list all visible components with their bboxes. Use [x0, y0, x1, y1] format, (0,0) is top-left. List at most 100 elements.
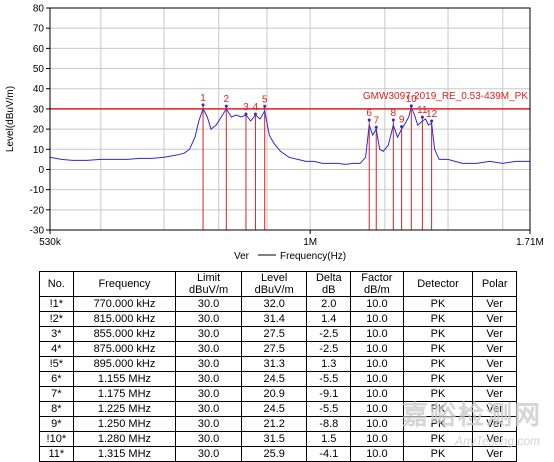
- table-cell: 10.0: [350, 386, 404, 402]
- y-tick-label: 80: [33, 4, 45, 15]
- table-cell: 27.5: [240, 341, 308, 357]
- table-header-cell: Delta dB: [306, 271, 352, 297]
- y-tick-label: -20: [30, 205, 45, 216]
- table-cell: -2.5: [306, 341, 352, 357]
- x-tick-label: 530k: [39, 237, 62, 248]
- table-cell: 9*: [39, 416, 74, 432]
- y-tick-label: -10: [30, 185, 45, 196]
- table-cell: PK: [402, 446, 474, 462]
- watermark-sub: AnyTesting.com: [455, 434, 540, 448]
- table-cell: 24.5: [240, 371, 308, 387]
- table-cell: -2.5: [306, 326, 352, 342]
- header-label: Factor: [361, 272, 393, 284]
- y-tick-label: 30: [33, 104, 45, 115]
- table-cell: -4.1: [306, 446, 352, 462]
- header-label: No.: [47, 278, 65, 290]
- marker-point-7: [374, 125, 378, 129]
- marker-point-4: [253, 112, 257, 116]
- table-header-cell: Factor dB/m: [350, 271, 404, 297]
- table-cell: 10.0: [350, 296, 404, 312]
- marker-label-9: 9: [399, 115, 405, 126]
- header-unit: dBuV/m: [254, 284, 294, 296]
- marker-label-7: 7: [373, 115, 379, 126]
- table-cell: 10.0: [350, 356, 404, 372]
- table-header-cell: Limit dBuV/m: [175, 271, 242, 297]
- marker-point-5: [263, 104, 267, 108]
- header-label: Level: [261, 272, 288, 284]
- table-cell: PK: [402, 371, 474, 387]
- y-tick-label: 60: [33, 44, 45, 55]
- table-cell: !10*: [39, 431, 74, 447]
- table-cell: 7*: [39, 386, 74, 402]
- legend-series-name: Ver: [234, 251, 250, 262]
- table-cell: 30.0: [175, 296, 242, 312]
- y-tick-label: 40: [33, 84, 45, 95]
- table-cell: Ver: [472, 416, 517, 432]
- table-cell: 25.9: [240, 446, 308, 462]
- table-cell: 21.2: [240, 416, 308, 432]
- table-cell: 30.0: [175, 326, 242, 342]
- table-cell: 895.000 kHz: [72, 356, 177, 372]
- x-axis-ticks: 530k 1M 1.71M: [39, 230, 544, 248]
- table-cell: 875.000 kHz: [72, 341, 177, 357]
- table-row: !1* 770.000 kHz 30.0 32.0 2.0 10.0 PK Ver: [39, 296, 517, 312]
- marker-label-3: 3: [243, 102, 249, 113]
- header-label: Frequency: [98, 278, 151, 290]
- marker-label-11: 11: [417, 105, 428, 116]
- table-header-cell: Polar: [472, 271, 517, 297]
- table-cell: 30.0: [175, 431, 242, 447]
- table-cell: PK: [402, 356, 474, 372]
- table-cell: 31.5: [240, 431, 308, 447]
- table-row: 9* 1.250 MHz 30.0 21.2 -8.8 10.0 PK Ver: [39, 416, 517, 432]
- table-cell: 20.9: [240, 386, 308, 402]
- table-cell: 855.000 kHz: [72, 326, 177, 342]
- table-cell: 1.3: [306, 356, 352, 372]
- table-cell: 11*: [39, 446, 74, 462]
- marker-point-8: [391, 118, 395, 122]
- table-cell: 1.5: [306, 431, 352, 447]
- table-row: 8* 1.225 MHz 30.0 24.5 -5.5 10.0 PK Ver: [39, 401, 517, 417]
- table-cell: -5.5: [306, 371, 352, 387]
- table-cell: PK: [402, 311, 474, 327]
- y-axis-ticks: 80 70 60 50 40 30 20 10 0 -10 -20 -30: [30, 4, 50, 237]
- table-row: 7* 1.175 MHz 30.0 20.9 -9.1 10.0 PK Ver: [39, 386, 517, 402]
- y-tick-label: -30: [30, 226, 45, 237]
- table-cell: PK: [402, 326, 474, 342]
- table-cell: 10.0: [350, 431, 404, 447]
- header-label: Delta: [315, 272, 342, 284]
- header-label: Polar: [481, 278, 508, 290]
- table-cell: Ver: [472, 446, 517, 462]
- table-header-row: No. Frequency Limit dBuV/m Level dBuV/m Delta d…: [39, 271, 517, 297]
- table-cell: 4*: [39, 341, 74, 357]
- table-cell: PK: [402, 296, 474, 312]
- table-cell: PK: [402, 416, 474, 432]
- table-cell: 31.4: [240, 311, 308, 327]
- table-cell: 10.0: [350, 401, 404, 417]
- header-unit: dBuV/m: [188, 284, 229, 296]
- table-cell: 10.0: [350, 326, 404, 342]
- marker-label-5: 5: [262, 94, 268, 105]
- table-cell: 6*: [39, 371, 74, 387]
- y-tick-label: 20: [33, 125, 45, 136]
- table-cell: 8*: [39, 401, 74, 417]
- table-cell: 30.0: [175, 311, 242, 327]
- table-body: !1* 770.000 kHz 30.0 32.0 2.0 10.0 PK Ver !2* 815…: [39, 296, 517, 462]
- chart-grid: [50, 7, 530, 231]
- marker-point-10: [409, 104, 413, 108]
- table-cell: 3*: [39, 326, 74, 342]
- table-row: !10* 1.280 MHz 30.0 31.5 1.5 10.0 PK Ver: [39, 431, 517, 447]
- table-header-cell: Level dBuV/m: [240, 271, 308, 297]
- table-cell: -5.5: [306, 401, 352, 417]
- table-row: !5* 895.000 kHz 30.0 31.3 1.3 10.0 PK Ver: [39, 356, 517, 372]
- table-cell: 24.5: [240, 401, 308, 417]
- marker-point-6: [367, 118, 371, 122]
- marker-point-12: [430, 119, 434, 123]
- table-cell: Ver: [472, 326, 517, 342]
- table-cell: !1*: [39, 296, 74, 312]
- table-cell: 770.000 kHz: [72, 296, 177, 312]
- table-cell: 1.4: [306, 311, 352, 327]
- table-cell: 2.0: [306, 296, 352, 312]
- measurement-table: No. Frequency Limit dBuV/m Level dBuV/m Delta d…: [39, 271, 517, 462]
- table-cell: 27.5: [240, 326, 308, 342]
- table-cell: 10.0: [350, 371, 404, 387]
